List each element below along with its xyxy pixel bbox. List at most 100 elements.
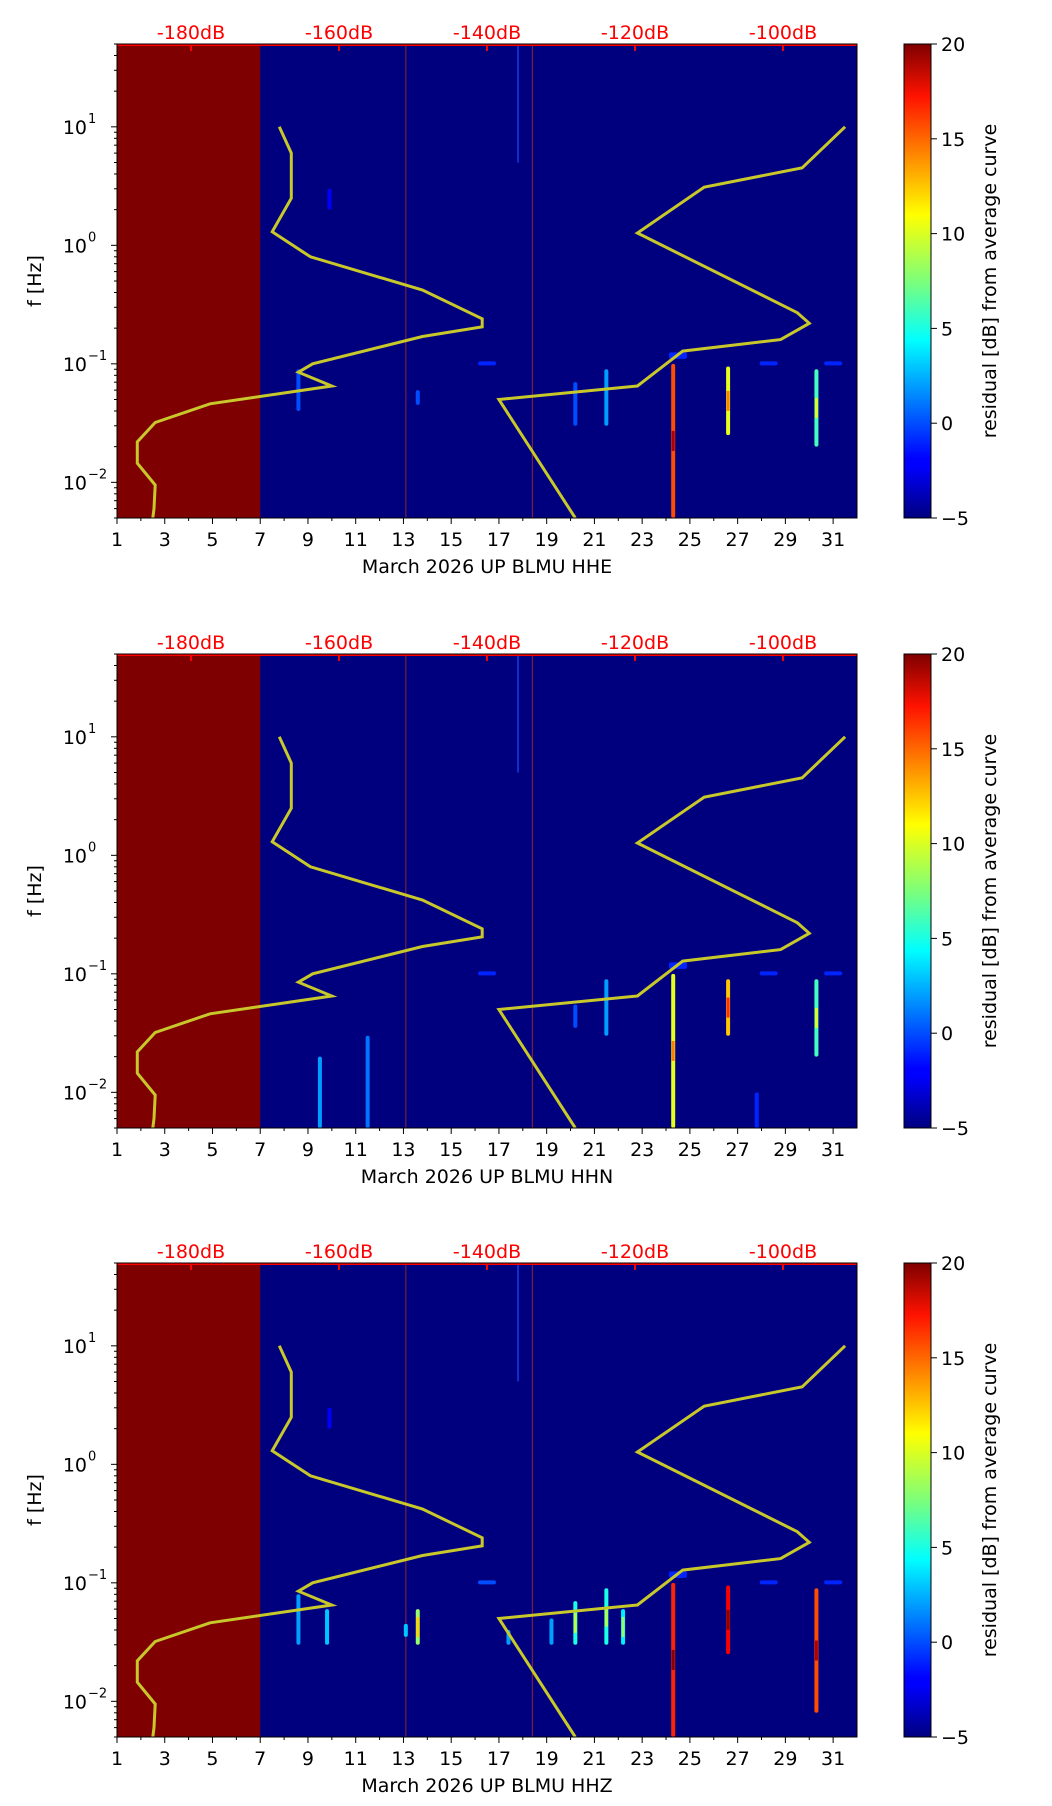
x-tick-label: 13 [391,1748,415,1770]
event-streak [403,1623,408,1637]
event-peak [726,997,730,1018]
event-streak [327,188,332,210]
x-axis-label: March 2026 UP BLMU HHN [361,1166,614,1188]
x-tick-label: 5 [206,1748,218,1770]
x-tick-label: 29 [773,1748,797,1770]
db-label: -140dB [453,632,521,654]
x-tick-label: 21 [582,1139,606,1161]
event-streak [415,390,420,405]
x-tick-label: 23 [630,1139,654,1161]
event-streak [573,1004,578,1028]
db-label: -160dB [305,22,373,44]
event-peak [604,1606,608,1627]
x-tick-label: 23 [630,529,654,551]
x-tick-label: 5 [206,529,218,551]
db-label: -180dB [157,632,225,654]
y-axis-label: f [Hz] [24,1474,46,1526]
db-label: -160dB [305,1241,373,1263]
x-tick-label: 31 [821,1748,845,1770]
colorbar-tick-label: 10 [941,834,965,856]
x-tick-label: 21 [582,1748,606,1770]
x-tick-label: 31 [821,529,845,551]
colorbar-tick-label: −5 [941,1727,969,1749]
event-streak [754,1092,759,1128]
x-tick-label: 21 [582,529,606,551]
y-tick-exponent: 0 [88,1449,96,1464]
x-tick-label: 27 [726,1748,750,1770]
colorbar-tick-label: 5 [941,928,953,950]
average-curve [135,126,484,519]
colorbar-tick-label: 20 [941,1253,965,1275]
x-tick-label: 11 [344,529,368,551]
event-peak [671,1649,675,1670]
colorbar-tick-label: −5 [941,508,969,530]
event-streak [478,361,496,366]
y-tick-label: 10 [63,1573,87,1595]
colorbar [903,43,932,519]
event-streak [759,971,778,976]
x-tick-label: 9 [302,1139,314,1161]
db-label: -160dB [305,632,373,654]
x-tick-label: 25 [678,1748,702,1770]
x-tick-label: 15 [439,529,463,551]
y-tick-label: 10 [63,1454,87,1476]
x-axis-label: March 2026 UP BLMU HHE [362,556,612,578]
x-tick-label: 15 [439,1139,463,1161]
x-tick-label: 9 [302,529,314,551]
y-axis-label: f [Hz] [24,865,46,917]
event-peak [671,1040,675,1061]
event-streak [824,361,843,366]
event-streak [573,382,578,426]
x-tick-label: 5 [206,1139,218,1161]
noise-model-curve [496,125,847,519]
event-streak [824,971,843,976]
x-tick-label: 15 [439,1748,463,1770]
x-tick-label: 7 [254,1748,266,1770]
colorbar-tick-label: 5 [941,1537,953,1559]
colorbar [903,1262,932,1738]
x-tick-label: 29 [773,1139,797,1161]
colorbar-tick-label: 0 [941,1023,953,1045]
x-tick-label: 11 [344,1748,368,1770]
x-tick-label: 13 [391,529,415,551]
y-tick-label: 10 [63,117,87,139]
x-tick-label: 27 [726,529,750,551]
event-streak [824,1580,843,1585]
colorbar-tick-label: 15 [941,129,965,151]
y-tick-label: 10 [63,727,87,749]
y-tick-exponent: 0 [88,840,96,855]
y-tick-exponent: 1 [88,112,96,127]
x-tick-label: 31 [821,1139,845,1161]
colorbar-tick-label: 10 [941,1443,965,1465]
x-tick-label: 25 [678,529,702,551]
colorbar-label: residual [dB] from average curve [979,124,1001,439]
y-tick-exponent: −2 [88,1077,107,1092]
x-tick-label: 7 [254,1139,266,1161]
db-label: -120dB [601,632,669,654]
x-tick-label: 19 [535,529,559,551]
x-tick-label: 17 [487,1748,511,1770]
x-tick-label: 3 [159,529,171,551]
event-streak [549,1618,554,1645]
event-peak [416,1616,420,1637]
event-streak [327,1407,332,1429]
colorbar-tick-label: 20 [941,34,965,56]
y-tick-label: 10 [63,1082,87,1104]
colorbar-tick-label: 0 [941,1632,953,1654]
event-streak [759,361,778,366]
colorbar-label: residual [dB] from average curve [979,1343,1001,1658]
event-peak [814,1640,818,1661]
db-label: -140dB [453,1241,521,1263]
y-tick-label: 10 [63,354,87,376]
event-streak [325,1609,330,1645]
y-tick-exponent: 1 [88,722,96,737]
event-peak [726,1609,730,1630]
y-tick-label: 10 [63,964,87,986]
db-label: -120dB [601,22,669,44]
y-tick-exponent: −1 [88,349,107,364]
event-streak [604,979,609,1036]
